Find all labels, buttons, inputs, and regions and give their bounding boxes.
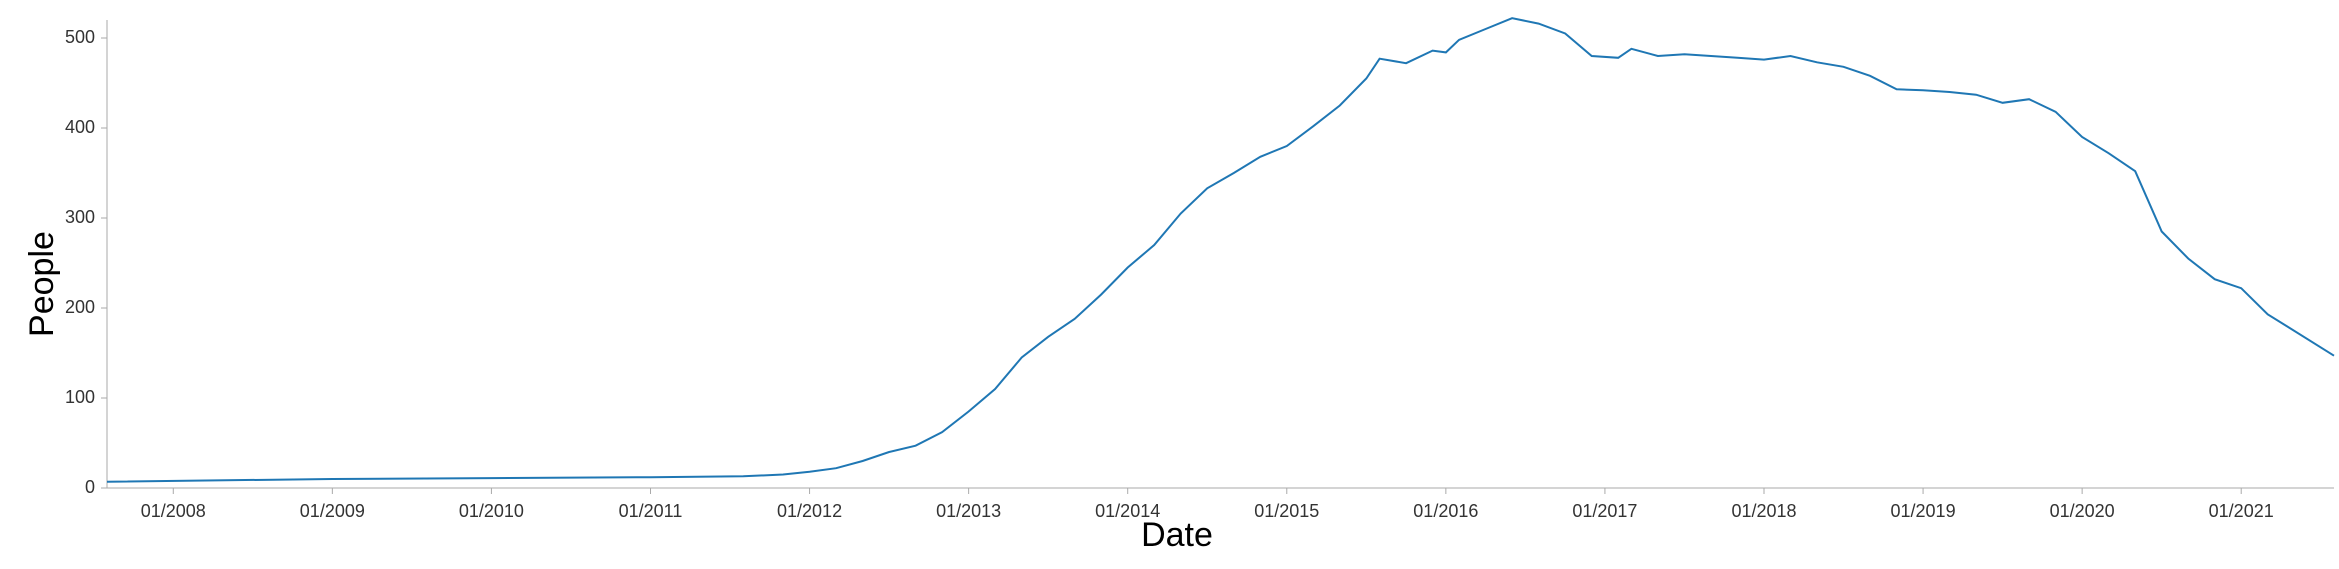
x-tick-label: 01/2019: [1891, 501, 1956, 521]
y-axis-title: People: [23, 231, 61, 337]
x-tick-label: 01/2011: [619, 501, 683, 521]
x-tick-label: 01/2018: [1731, 501, 1796, 521]
y-tick-label: 0: [85, 477, 95, 497]
x-tick-label: 01/2012: [777, 501, 842, 521]
y-tick-label: 200: [65, 297, 95, 317]
y-tick-label: 400: [65, 117, 95, 137]
x-axis-title: Date: [1141, 516, 1213, 554]
x-tick-label: 01/2013: [936, 501, 1001, 521]
x-tick-label: 01/2020: [2050, 501, 2115, 521]
y-tick-label: 100: [65, 387, 95, 407]
x-tick-label: 01/2015: [1254, 501, 1319, 521]
x-tick-label: 01/2010: [459, 501, 524, 521]
y-tick-label: 300: [65, 207, 95, 227]
line: [106, 17, 2335, 483]
x-tick-label: 01/2014: [1095, 501, 1160, 521]
x-tick-label: 01/2021: [2209, 501, 2274, 521]
y-tick-label: 500: [65, 27, 95, 47]
x-tick-label: 01/2017: [1572, 501, 1637, 521]
x-tick-label: 01/2008: [141, 501, 206, 521]
x-tick-label: 01/2009: [300, 501, 365, 521]
x-tick-label: 01/2016: [1413, 501, 1478, 521]
